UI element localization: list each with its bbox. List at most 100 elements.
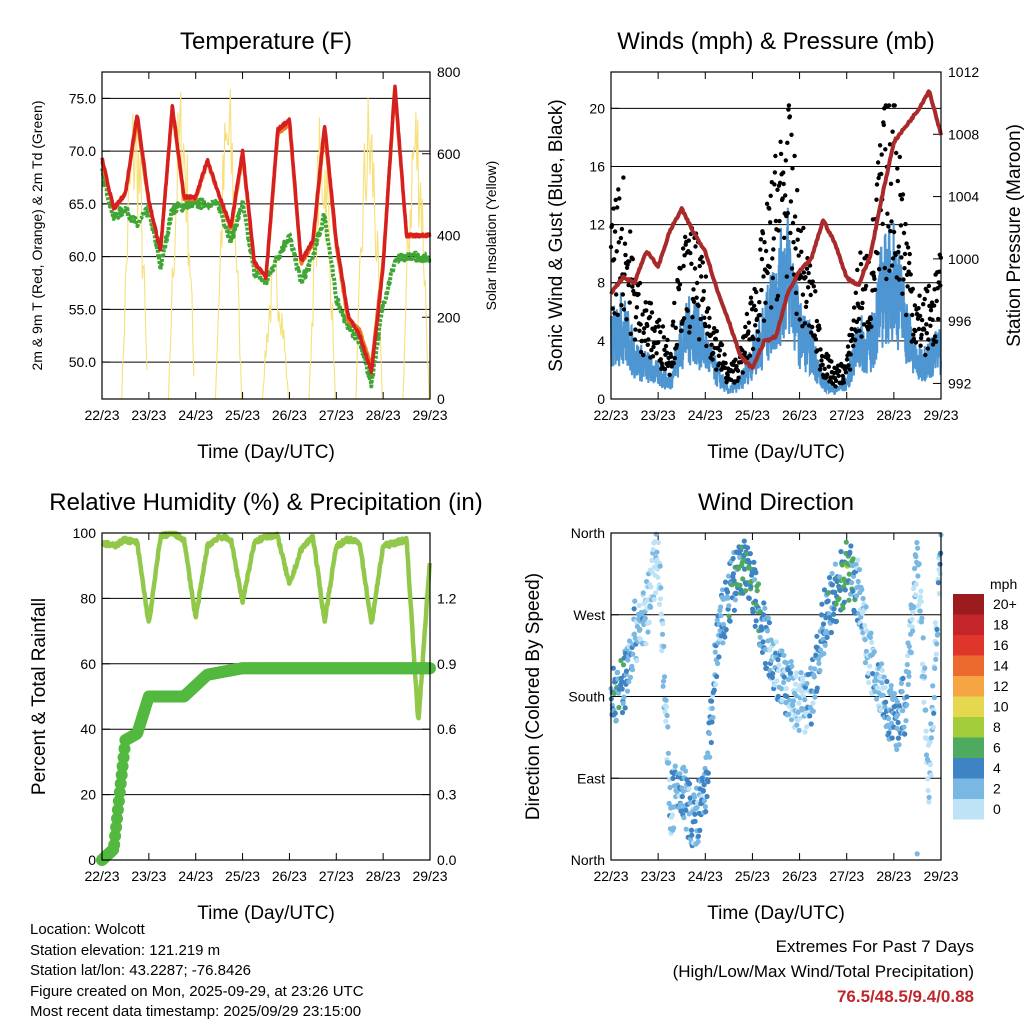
direction-point [700,788,707,794]
legend-swatch [953,655,984,676]
gust-point [917,293,922,298]
direction-point [657,596,664,602]
direction-point [616,704,622,711]
direction-point [702,804,709,810]
x-tick-label: 22/23 [593,407,628,423]
direction-point [804,724,810,730]
direction-point [895,735,902,741]
y2-tick-label: 996 [948,313,972,329]
legend-label: 14 [993,658,1009,674]
gust-point [858,250,863,255]
gust-point [803,275,808,280]
gust-points [608,103,943,389]
gust-point [911,337,916,342]
direction-point [904,694,910,700]
gust-point [723,360,728,366]
direction-point [681,764,687,770]
winds-y2label: Station Pressure (Maroon) [1004,124,1024,347]
gust-point [901,277,906,282]
gust-point [749,300,754,305]
direction-point [847,549,853,555]
gust-point [892,103,897,108]
gust-point [669,354,674,359]
gust-point [678,266,683,271]
gust-point [712,326,717,331]
gust-point [701,289,706,294]
y2-tick-label: 0.3 [437,787,457,803]
direction-point [784,660,790,666]
y2-tick-label: 0 [437,391,445,407]
gust-point [792,214,798,219]
direction-point [620,662,627,668]
gust-point [689,261,694,266]
direction-point [667,784,673,791]
solar-insolation-line [121,113,148,400]
direction-point [856,567,863,573]
gust-point [649,347,654,353]
direction-point [800,678,806,684]
direction-point [880,692,886,698]
direction-point [862,660,869,666]
y-tick-label: 20 [80,787,96,803]
direction-point [674,789,680,795]
gust-point [874,197,879,202]
gust-point [902,266,907,271]
gust-point [665,337,670,343]
y2-tick-label: 0.6 [437,721,457,737]
direction-point [914,851,920,857]
x-tick-label: 23/23 [131,407,166,423]
gust-point [833,378,839,383]
gust-point [672,356,677,361]
gust-point [796,253,801,258]
rainfall-point [113,786,126,799]
x-tick-label: 26/23 [272,407,307,423]
direction-point [903,718,909,724]
gust-point [671,319,676,324]
direction-point [686,786,692,792]
gust-point [813,289,818,294]
direction-point [718,604,724,610]
direction-point [720,640,726,646]
x-tick-label: 29/23 [412,868,447,884]
gust-point [679,328,684,333]
y2-tick-label: 1012 [948,64,979,80]
gust-point [713,336,718,342]
direction-point [659,631,666,637]
gust-point [681,263,686,269]
gust-point [644,308,649,313]
gust-point [930,317,935,322]
gust-point [612,229,618,234]
x-tick-label: 27/23 [829,868,864,884]
gust-point [785,140,790,145]
direction-point [784,693,790,700]
gust-point [663,343,669,349]
direction-point [900,675,906,682]
direction-point [905,653,911,659]
direction-point [793,670,800,676]
direction-point [626,679,632,685]
direction-point [719,587,726,593]
gust-point [898,223,904,228]
gust-point [790,166,795,171]
gust-point [903,312,909,318]
direction-point [866,679,872,686]
gust-point [901,230,907,236]
gust-point [648,301,654,306]
direction-point [761,600,767,606]
direction-point [775,693,781,699]
gust-point [884,276,889,282]
direction-point [752,598,759,604]
y-tick-label: 8 [597,275,605,291]
direction-point [885,716,892,722]
direction-point [850,588,856,594]
gust-point [833,384,838,389]
direction-point [753,618,759,624]
rainfall-point [115,769,128,781]
direction-point [786,697,793,703]
direction-point [766,620,773,626]
direction-point [850,556,856,562]
gust-point [919,332,924,338]
legend-swatch [953,594,984,615]
direction-point [884,678,890,685]
gust-point [749,307,755,312]
